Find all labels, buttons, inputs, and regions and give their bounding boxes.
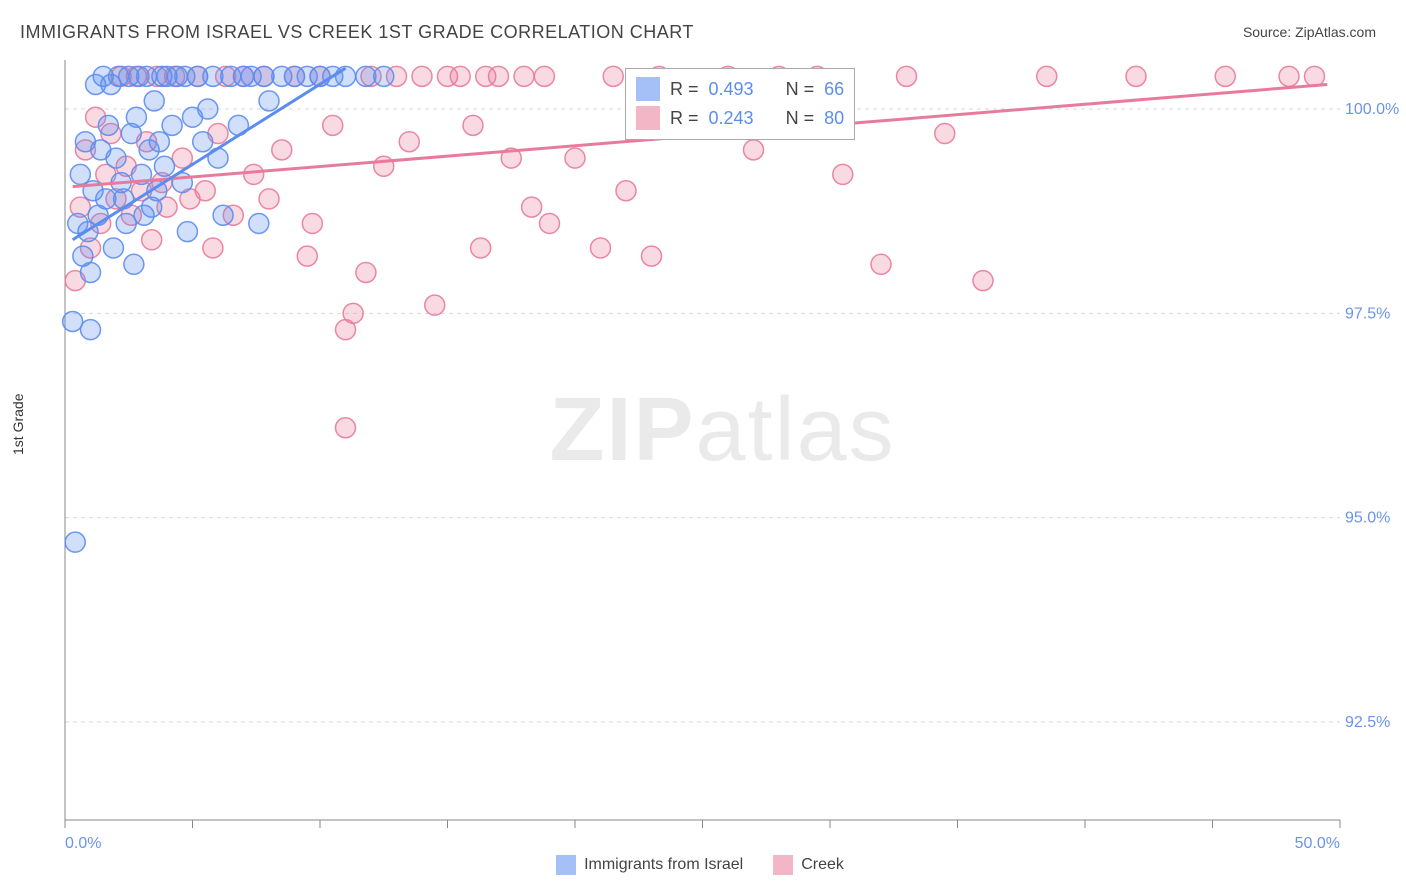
stats-legend-box: R = 0.493 N = 66 R = 0.243 N = 80	[625, 68, 855, 140]
stats-r-value: 0.243	[709, 104, 754, 133]
stats-swatch	[636, 106, 660, 130]
chart-container: 1st Grade 92.5%95.0%97.5%100.0%0.0%50.0%…	[20, 55, 1380, 875]
stats-n-label: N =	[786, 104, 815, 133]
stats-swatch	[636, 77, 660, 101]
y-tick-label: 100.0%	[1345, 101, 1399, 118]
source-attribution: Source: ZipAtlas.com	[1243, 24, 1376, 40]
legend-label-series1: Immigrants from Israel	[584, 856, 743, 874]
legend-bottom: Immigrants from Israel Creek	[20, 855, 1380, 875]
stats-r-label: R =	[670, 75, 699, 104]
chart-title: IMMIGRANTS FROM ISRAEL VS CREEK 1ST GRAD…	[20, 22, 694, 43]
stats-n-label: N =	[786, 75, 815, 104]
stats-row: R = 0.493 N = 66	[636, 75, 844, 104]
y-tick-label: 92.5%	[1345, 714, 1390, 731]
stats-row: R = 0.243 N = 80	[636, 104, 844, 133]
legend-swatch-series1	[556, 855, 576, 875]
stats-r-value: 0.493	[709, 75, 754, 104]
legend-item-series1: Immigrants from Israel	[556, 855, 743, 875]
x-tick-label: 0.0%	[65, 835, 101, 852]
legend-label-series2: Creek	[801, 856, 844, 874]
stats-n-value: 80	[824, 104, 844, 133]
source-value: ZipAtlas.com	[1295, 24, 1376, 40]
scatter-plot: 92.5% 95.0% 97.5% 100.0% 0.0% 50.0%	[20, 55, 1400, 860]
legend-swatch-series2	[773, 855, 793, 875]
stats-n-value: 66	[824, 75, 844, 104]
x-tick-label: 50.0%	[1295, 835, 1340, 852]
y-tick-label: 97.5%	[1345, 305, 1390, 322]
source-label: Source:	[1243, 24, 1291, 40]
stats-r-label: R =	[670, 104, 699, 133]
legend-item-series2: Creek	[773, 855, 844, 875]
y-tick-label: 95.0%	[1345, 510, 1390, 527]
